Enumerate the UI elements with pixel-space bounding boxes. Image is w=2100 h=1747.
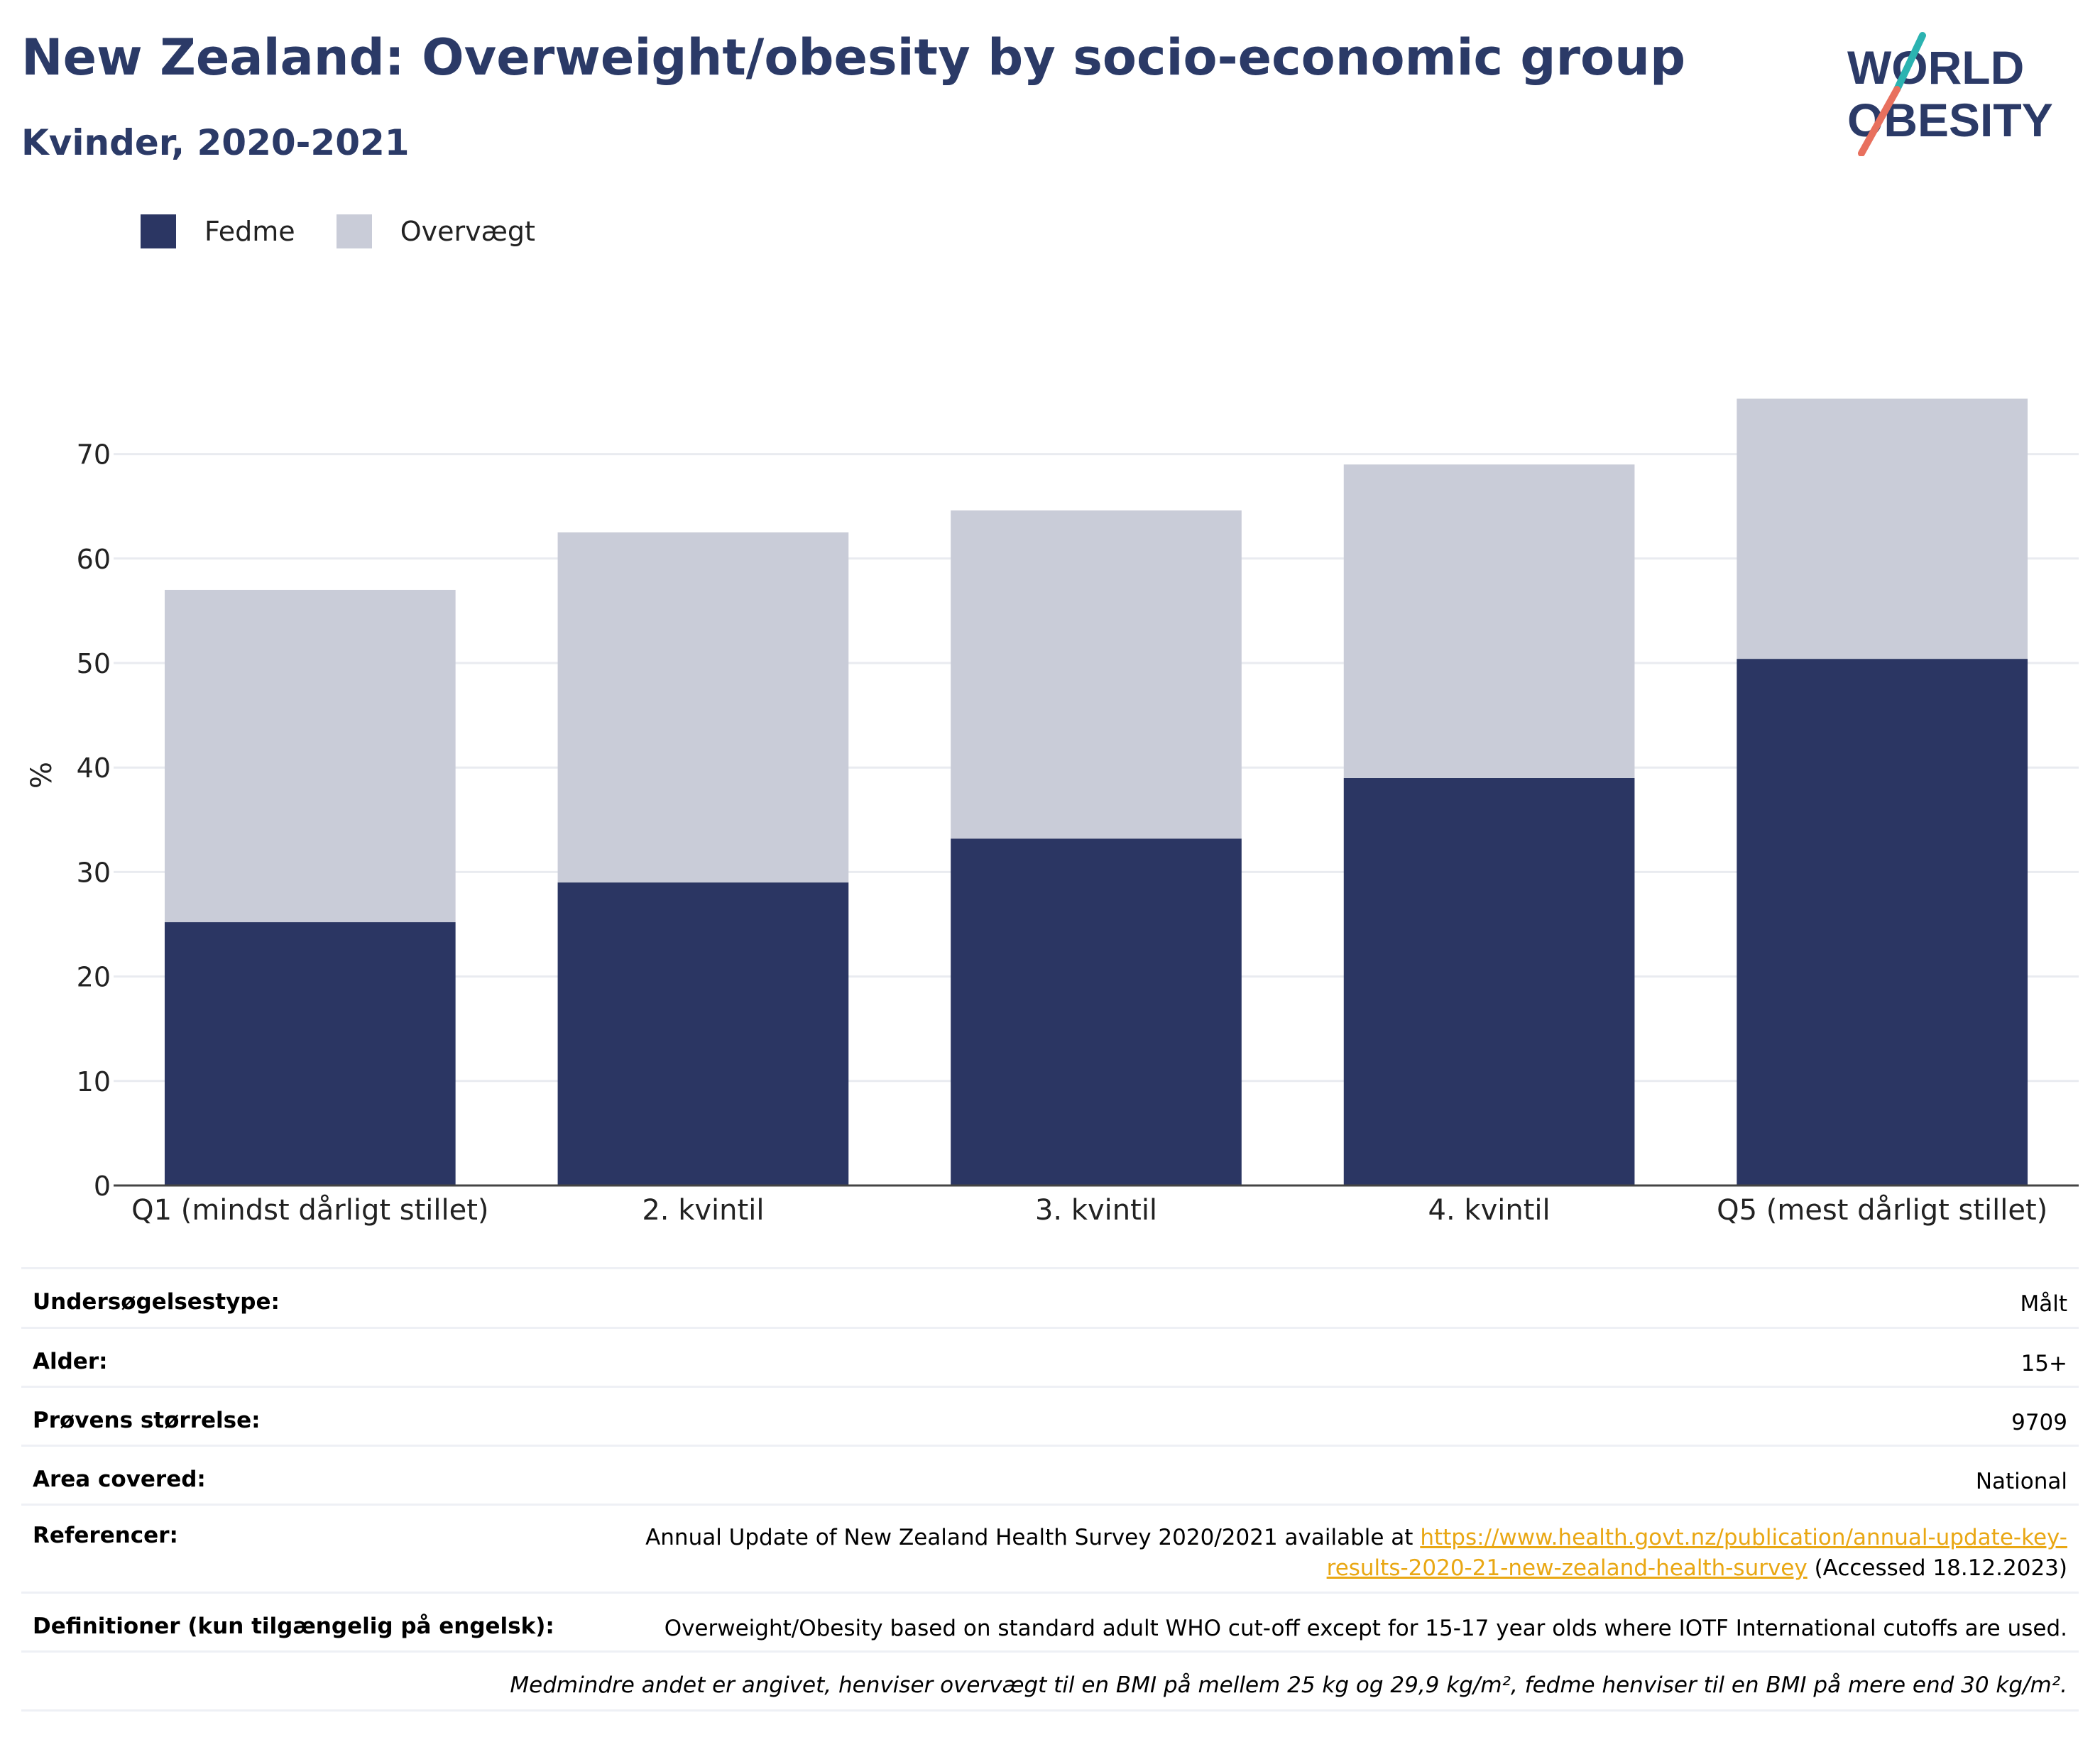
- logo-coral-stroke: [1858, 86, 1901, 156]
- bmi-note: Medmindre andet er angivet, henviser ove…: [510, 1672, 2067, 1698]
- y-tick-label: 10: [77, 1066, 111, 1097]
- y-tick-label: 0: [94, 1171, 111, 1202]
- meta-row-definitions: Definitioner (kun tilgængelig på engelsk…: [21, 1592, 2079, 1650]
- y-axis-label: %: [26, 762, 58, 789]
- meta-value: Overweight/Obesity based on standard adu…: [664, 1616, 2067, 1641]
- stacked-bar-chart: 0 10 20 30 40 50 60 70 Q1 (mindst dårligt still…: [26, 398, 2079, 1227]
- meta-key: Area covered:: [33, 1467, 206, 1492]
- logo-text-world: WORLD: [1847, 41, 2024, 94]
- legend-label-overvaegt: Overvægt: [400, 216, 535, 247]
- meta-row-references: Referencer: Annual Update of New Zealand…: [21, 1504, 2079, 1592]
- bar-fedme: [1343, 777, 1635, 1185]
- legend-label-fedme: Fedme: [204, 216, 295, 247]
- bar-overv-gt: [164, 589, 456, 923]
- bar-fedme: [951, 838, 1242, 1185]
- references-link-line2: results-2020-21-new-zealand-health-surve…: [1326, 1555, 1808, 1581]
- y-tick-labels: 0 10 20 30 40 50 60 70: [77, 439, 111, 1202]
- bar-overv-gt: [1737, 398, 2028, 659]
- meta-key: Prøvens størrelse:: [33, 1408, 261, 1433]
- references-link-line1: https://www.health.govt.nz/publication/a…: [1420, 1525, 2067, 1550]
- meta-value: 15+: [2020, 1351, 2067, 1376]
- references-link[interactable]: https://www.health.govt.nz/publication/a…: [1327, 1525, 2067, 1581]
- bar-fedme: [164, 922, 456, 1185]
- bar-overv-gt: [557, 532, 849, 883]
- meta-key: Definitioner (kun tilgængelig på engelsk…: [33, 1614, 554, 1639]
- legend-item-overvaegt[interactable]: Overvægt: [336, 214, 535, 248]
- meta-row-area: Area covered: National: [21, 1445, 2079, 1504]
- legend: Fedme Overvægt: [141, 210, 576, 253]
- bar-overv-gt: [951, 510, 1242, 839]
- legend-item-fedme[interactable]: Fedme: [141, 214, 295, 248]
- y-tick-label: 30: [77, 857, 111, 888]
- bar-overv-gt: [1343, 464, 1635, 778]
- meta-row-note: Medmindre andet er angivet, henviser ove…: [21, 1650, 2079, 1709]
- world-obesity-logo: WORLD OBESITY: [1847, 32, 2053, 156]
- x-tick-label: Q5 (mest dårligt stillet): [1717, 1194, 2047, 1227]
- references-suffix: (Accessed 18.12.2023): [1807, 1555, 2067, 1581]
- meta-row-survey-type: Undersøgelsestype: Målt: [21, 1267, 2079, 1327]
- y-tick-label: 70: [77, 439, 111, 471]
- meta-key: Alder:: [33, 1349, 108, 1374]
- bars: [164, 398, 2028, 1185]
- legend-swatch-overvaegt: [336, 214, 372, 248]
- logo-teal-stroke: [1893, 32, 1926, 93]
- x-tick-labels: Q1 (mindst dårligt stillet) 2. kvintil 3. …: [131, 1194, 2047, 1227]
- bar-fedme: [557, 882, 849, 1185]
- page-subtitle: Kvinder, 2020-2021: [21, 122, 410, 163]
- x-tick-label: 2. kvintil: [642, 1194, 764, 1227]
- meta-key: Undersøgelsestype:: [33, 1289, 280, 1315]
- bar-fedme: [1737, 659, 2028, 1185]
- meta-bottom-border: [21, 1709, 2079, 1712]
- y-tick-label: 60: [77, 544, 111, 575]
- y-tick-label: 20: [77, 962, 111, 993]
- y-tick-label: 50: [77, 648, 111, 679]
- x-tick-label: 3. kvintil: [1035, 1194, 1157, 1227]
- meta-row-sample-size: Prøvens størrelse: 9709: [21, 1386, 2079, 1445]
- meta-value: National: [1975, 1469, 2067, 1494]
- references-prefix: Annual Update of New Zealand Health Surv…: [645, 1525, 1421, 1550]
- meta-value: 9709: [2011, 1410, 2067, 1435]
- meta-row-age: Alder: 15+: [21, 1327, 2079, 1386]
- x-tick-label: 4. kvintil: [1428, 1194, 1551, 1227]
- page-title: New Zealand: Overweight/obesity by socio…: [21, 28, 1686, 87]
- meta-key: Referencer:: [33, 1523, 178, 1548]
- references-value: Annual Update of New Zealand Health Surv…: [645, 1523, 2067, 1584]
- metadata-table: Undersøgelsestype: Målt Alder: 15+ Prøve…: [21, 1267, 2079, 1712]
- x-tick-label: Q1 (mindst dårligt stillet): [131, 1194, 488, 1227]
- y-tick-label: 40: [77, 752, 111, 784]
- meta-value: Målt: [2020, 1291, 2067, 1317]
- legend-swatch-fedme: [141, 214, 176, 248]
